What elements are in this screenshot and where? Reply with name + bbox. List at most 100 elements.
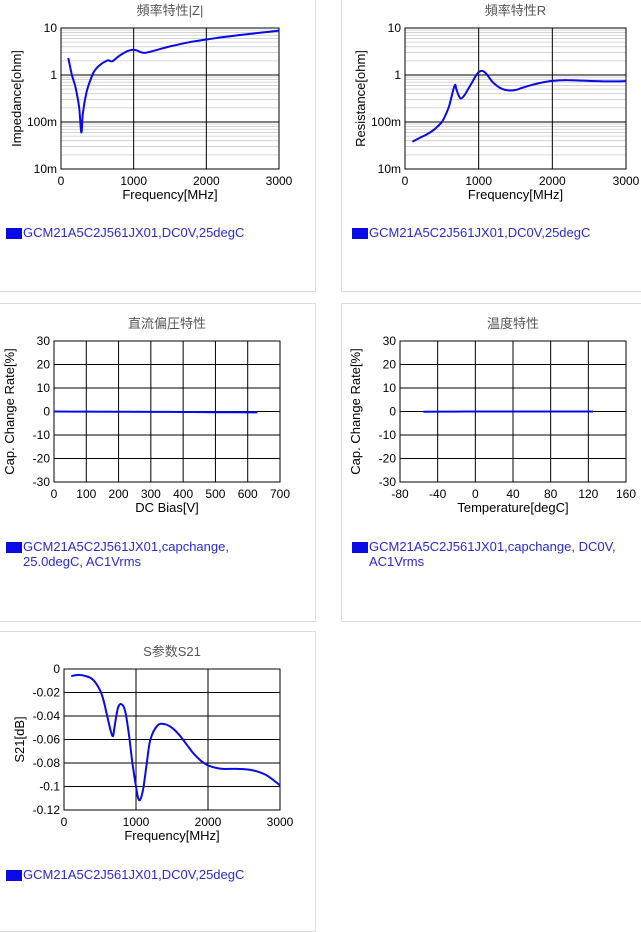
series-line bbox=[54, 412, 257, 413]
x-tick-label: 0 bbox=[61, 815, 68, 829]
x-axis-label: DC Bias[V] bbox=[135, 500, 199, 515]
x-tick-label: 600 bbox=[238, 487, 258, 501]
y-axis-label: Cap. Change Rate[%] bbox=[348, 348, 363, 474]
y-tick-label: 10m bbox=[34, 162, 57, 176]
y-tick-label: -10 bbox=[379, 428, 397, 442]
legend-swatch bbox=[352, 542, 368, 553]
x-tick-label: 3000 bbox=[266, 174, 293, 188]
x-tick-label: 300 bbox=[141, 487, 161, 501]
y-tick-label: -30 bbox=[33, 475, 51, 489]
legend-swatch bbox=[352, 228, 368, 239]
plot-frame bbox=[61, 28, 279, 169]
legend-text: GCM21A5C2J561JX01,capchange, 25.0degC, A… bbox=[23, 539, 256, 569]
x-tick-label: 700 bbox=[270, 487, 290, 501]
y-axis-label: Cap. Change Rate[%] bbox=[2, 348, 17, 474]
series-line bbox=[68, 31, 279, 133]
x-axis-label: Frequency[MHz] bbox=[468, 187, 563, 202]
x-tick-label: 400 bbox=[173, 487, 193, 501]
x-tick-label: 2000 bbox=[539, 174, 566, 188]
chart-impedance: 頻率特性|Z| 10m 100m 1 10 0 1000 2000 3000 Frequency[… bbox=[0, 0, 315, 291]
y-tick-label: -0.12 bbox=[33, 803, 61, 817]
x-tick-label: -40 bbox=[429, 487, 447, 501]
chart-panel-s21: S参数S21 -0.12 -0.1 -0.08 -0.06 -0.04 -0.02 0 0 100… bbox=[0, 631, 316, 932]
legend-text: GCM21A5C2J561JX01,capchange, DC0V, AC1Vr… bbox=[369, 539, 641, 569]
legend-swatch bbox=[6, 870, 22, 881]
chart-title: S参数S21 bbox=[143, 644, 201, 659]
y-tick-label: 10 bbox=[44, 21, 58, 35]
chart-title: 頻率特性|Z| bbox=[137, 3, 204, 18]
chart-title: 頻率特性R bbox=[485, 3, 546, 18]
x-tick-label: 200 bbox=[109, 487, 129, 501]
chart-title: 温度特性 bbox=[487, 316, 539, 331]
y-tick-label: 30 bbox=[37, 334, 51, 348]
y-tick-label: -0.04 bbox=[33, 709, 61, 723]
y-tick-label: 0 bbox=[53, 662, 60, 676]
chart-panel-resistance: 頻率特性R 10m 100m 1 10 0 1000 2000 3000 Frequency[MH… bbox=[341, 0, 641, 292]
y-axis-label: Impedance[ohm] bbox=[9, 50, 24, 147]
y-tick-label: 10 bbox=[37, 381, 51, 395]
y-tick-label: 10 bbox=[388, 21, 402, 35]
y-tick-label: 1 bbox=[394, 68, 401, 82]
y-axis-label: S21[dB] bbox=[12, 716, 27, 762]
y-tick-label: -20 bbox=[33, 452, 51, 466]
x-tick-label: 160 bbox=[616, 487, 636, 501]
legend-text: GCM21A5C2J561JX01,DC0V,25degC bbox=[369, 225, 590, 240]
legend-swatch bbox=[6, 228, 22, 239]
legend: GCM21A5C2J561JX01,DC0V,25degC bbox=[352, 225, 641, 240]
x-tick-label: 3000 bbox=[613, 174, 640, 188]
y-tick-label: -0.08 bbox=[33, 756, 61, 770]
y-axis-label: Resistance[ohm] bbox=[353, 50, 368, 147]
x-tick-label: 1000 bbox=[465, 174, 492, 188]
x-axis-label: Frequency[MHz] bbox=[122, 187, 217, 202]
chart-s21: S参数S21 -0.12 -0.1 -0.08 -0.06 -0.04 -0.02 0 0 100… bbox=[0, 632, 315, 931]
legend: GCM21A5C2J561JX01,DC0V,25degC bbox=[6, 225, 306, 240]
y-tick-label: -20 bbox=[379, 452, 397, 466]
legend-swatch bbox=[6, 542, 22, 553]
y-tick-label: 30 bbox=[383, 334, 397, 348]
x-tick-label: 100 bbox=[76, 487, 96, 501]
x-tick-label: 500 bbox=[205, 487, 225, 501]
x-tick-label: 0 bbox=[402, 174, 409, 188]
legend: GCM21A5C2J561JX01,capchange, DC0V, AC1Vr… bbox=[352, 539, 641, 569]
y-tick-label: -0.1 bbox=[39, 780, 60, 794]
series-line bbox=[71, 675, 280, 800]
x-tick-label: 3000 bbox=[267, 815, 294, 829]
y-tick-label: -10 bbox=[33, 428, 51, 442]
x-tick-label: 2000 bbox=[195, 815, 222, 829]
x-tick-label: 0 bbox=[58, 174, 65, 188]
x-axis-label: Frequency[MHz] bbox=[124, 828, 219, 843]
chart-title: 直流偏圧特性 bbox=[128, 316, 206, 331]
chart-panel-impedance: 頻率特性|Z| 10m 100m 1 10 0 1000 2000 3000 Frequency[… bbox=[0, 0, 316, 292]
y-tick-label: -0.06 bbox=[33, 733, 61, 747]
series-line bbox=[412, 71, 626, 142]
legend: GCM21A5C2J561JX01,capchange, 25.0degC, A… bbox=[6, 539, 256, 569]
x-axis-label: Temperature[degC] bbox=[457, 500, 568, 515]
legend-text: GCM21A5C2J561JX01,DC0V,25degC bbox=[23, 225, 244, 240]
y-tick-label: -0.02 bbox=[33, 686, 61, 700]
x-tick-label: 1000 bbox=[123, 815, 150, 829]
legend: GCM21A5C2J561JX01,DC0V,25degC bbox=[6, 867, 306, 882]
legend-text: GCM21A5C2J561JX01,DC0V,25degC bbox=[23, 867, 244, 882]
y-tick-label: 100m bbox=[27, 115, 57, 129]
x-tick-label: -80 bbox=[391, 487, 409, 501]
y-tick-label: 0 bbox=[389, 405, 396, 419]
x-tick-label: 1000 bbox=[120, 174, 147, 188]
x-tick-label: 0 bbox=[472, 487, 479, 501]
plot-frame bbox=[405, 28, 626, 169]
x-tick-label: 120 bbox=[578, 487, 598, 501]
y-tick-label: 20 bbox=[37, 358, 51, 372]
y-tick-label: 1 bbox=[50, 68, 57, 82]
y-tick-label: 0 bbox=[43, 405, 50, 419]
x-tick-label: 80 bbox=[544, 487, 558, 501]
y-tick-label: 100m bbox=[371, 115, 401, 129]
x-tick-label: 0 bbox=[51, 487, 58, 501]
x-tick-label: 40 bbox=[506, 487, 520, 501]
y-tick-label: 10m bbox=[378, 162, 401, 176]
chart-resistance: 頻率特性R 10m 100m 1 10 0 1000 2000 3000 Frequency[MH… bbox=[342, 0, 641, 291]
y-tick-label: 10 bbox=[383, 381, 397, 395]
x-tick-label: 2000 bbox=[193, 174, 220, 188]
